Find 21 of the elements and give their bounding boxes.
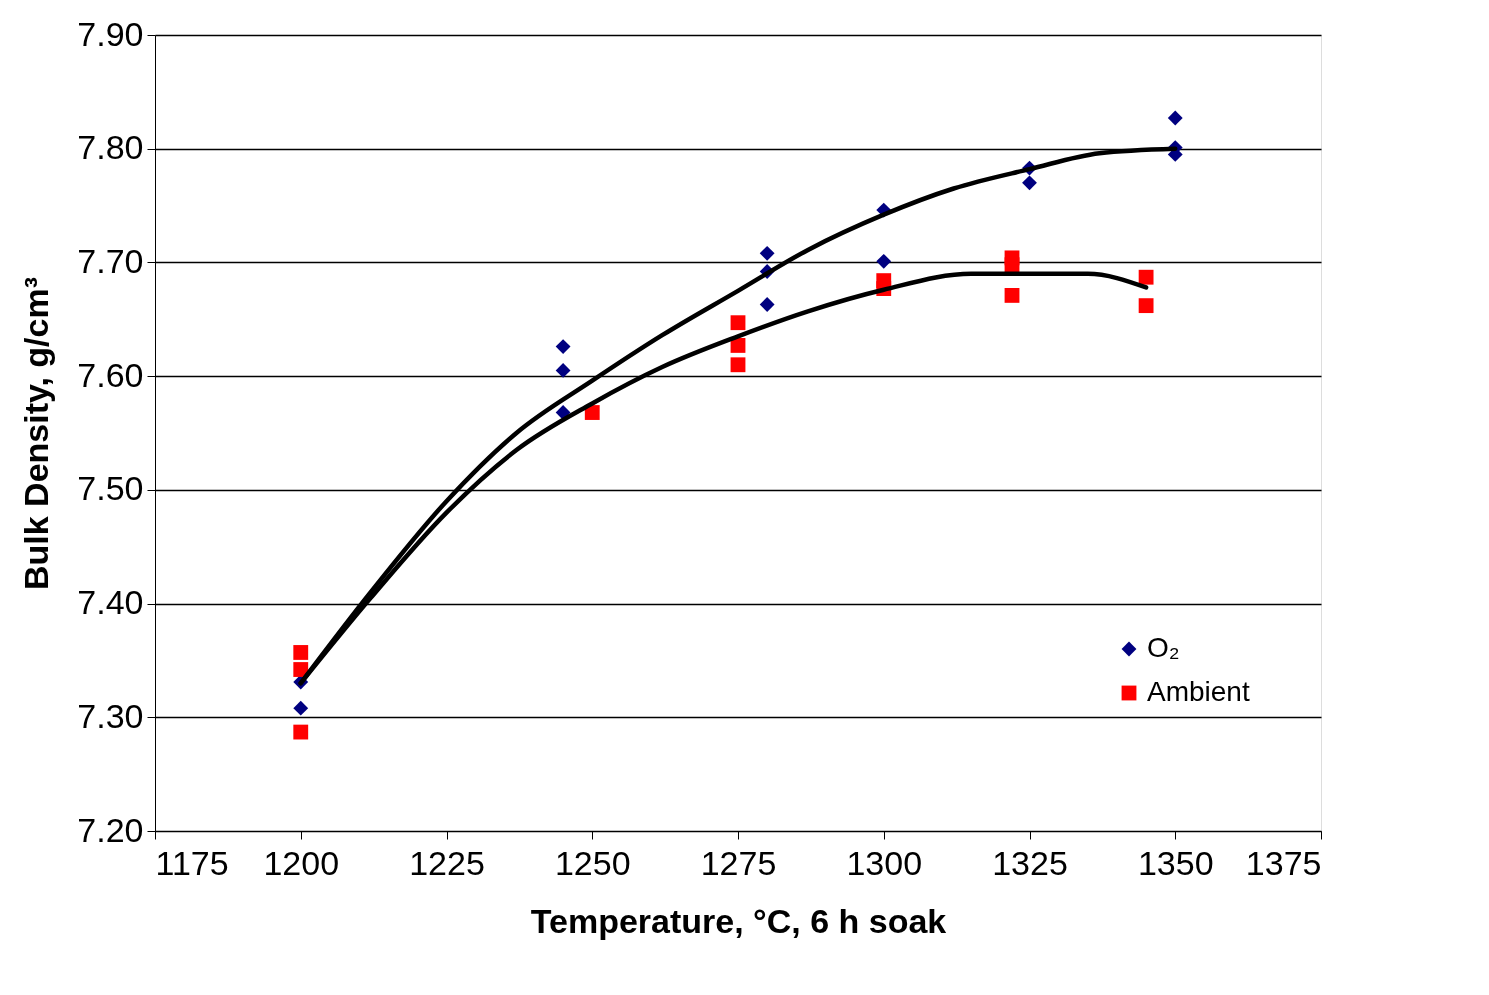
x-tick-label: 1300: [846, 843, 923, 882]
y-tick-label: 7.70: [77, 241, 144, 280]
y-tick-label: 7.40: [77, 583, 144, 622]
legend-label: Ambient: [1147, 676, 1250, 707]
x-tick-label: 1325: [992, 843, 1068, 882]
x-tick-label: 1200: [263, 843, 340, 882]
y-tick-label: 7.50: [77, 469, 144, 508]
x-tick-label: 1225: [409, 843, 485, 882]
y-axis-title: Bulk Density, g/cm³: [17, 277, 56, 590]
x-tick-label: 1350: [1137, 843, 1214, 882]
y-tick-label: 7.60: [77, 355, 144, 394]
x-tick-label: 1375: [1245, 843, 1322, 882]
y-tick-label: 7.20: [77, 810, 144, 849]
legend-label: O₂: [1147, 632, 1180, 663]
y-tick-label: 7.80: [77, 128, 144, 167]
y-tick-label: 7.30: [77, 696, 144, 735]
x-tick-label: 1175: [155, 843, 229, 882]
x-tick-label: 1275: [700, 843, 777, 882]
y-tick-label: 7.90: [77, 14, 144, 53]
x-axis-title: Temperature, °C, 6 h soak: [530, 901, 947, 940]
x-tick-label: 1250: [554, 843, 631, 882]
